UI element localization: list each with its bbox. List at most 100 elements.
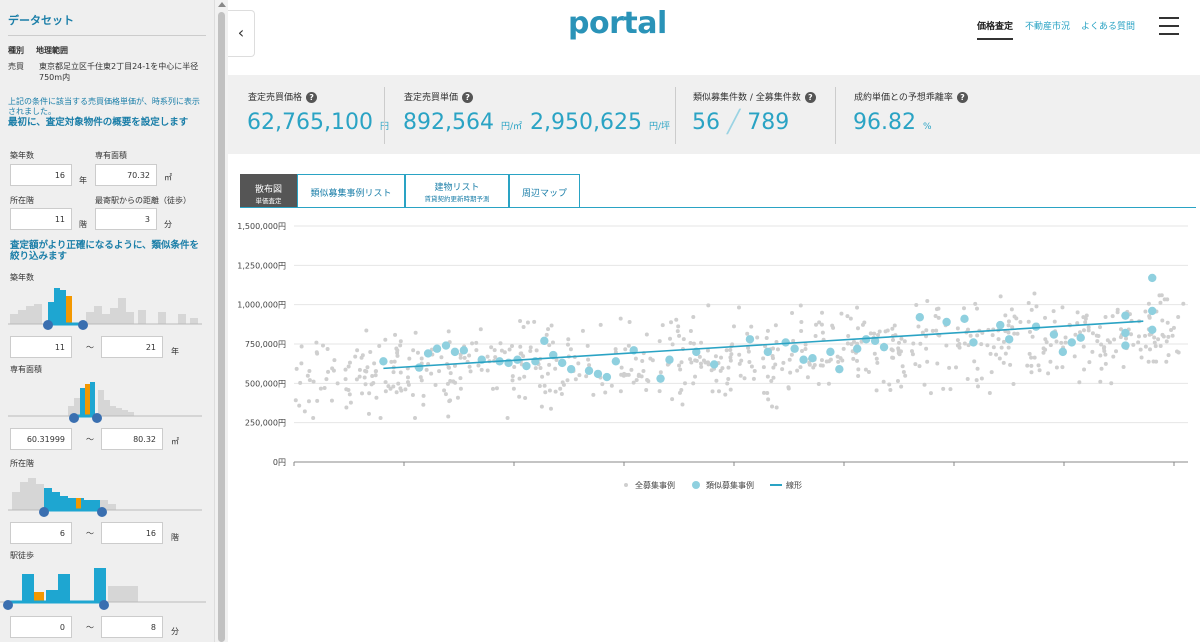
all-case-point [1160, 332, 1165, 337]
all-case-point [357, 374, 362, 379]
portal-logo[interactable]: portal [568, 6, 667, 41]
similar-case-point [835, 364, 844, 374]
scroll-up-arrow-icon[interactable] [218, 2, 226, 7]
nav-market[interactable]: 不動産市況 [1025, 22, 1071, 32]
nav-valuation[interactable]: 価格査定 [977, 19, 1014, 40]
all-case-point [544, 332, 549, 337]
all-case-point [786, 385, 791, 390]
all-case-point [841, 346, 846, 351]
all-case-point [1015, 331, 1020, 336]
area-min-input[interactable]: 60.31999 [10, 428, 72, 450]
all-case-point [820, 310, 825, 315]
all-case-point [419, 378, 424, 383]
all-case-point [600, 382, 605, 387]
area-input[interactable]: 70.32 [95, 164, 157, 186]
all-case-point [916, 324, 921, 329]
all-case-point [892, 323, 897, 328]
all-case-point [924, 346, 929, 351]
metric-tsubo-value: 2,950,625 円/坪 [530, 110, 671, 135]
all-case-point [307, 378, 312, 383]
all-case-point [366, 411, 371, 416]
nav-faq[interactable]: よくある質問 [1081, 22, 1136, 32]
all-case-point [299, 361, 304, 366]
age-histogram[interactable] [8, 284, 204, 332]
all-case-point [930, 328, 935, 333]
all-case-point [396, 381, 401, 386]
all-case-point [925, 359, 930, 364]
all-case-point [896, 346, 901, 351]
all-case-point [1027, 329, 1032, 334]
all-case-point [872, 331, 877, 336]
help-icon[interactable]: ? [804, 92, 816, 103]
walk-min-input[interactable]: 0 [10, 616, 72, 638]
all-case-point [492, 348, 497, 353]
sidebar-scrollbar[interactable] [214, 0, 228, 642]
y-tick-label: 1,500,000円 [237, 222, 286, 231]
age-input[interactable]: 16 [10, 164, 72, 186]
divider [384, 87, 385, 144]
metrics-bar: 査定売買価格? 62,765,100 円 査定売買単価? 892,564 円/㎡… [228, 75, 1200, 154]
tab-map[interactable]: 周辺マップ [509, 174, 580, 208]
tab-building-list[interactable]: 建物リスト 賃貸契約更新時期予測 [405, 174, 509, 208]
all-case-point [881, 379, 886, 384]
all-case-point [973, 301, 978, 306]
all-case-point [846, 334, 851, 339]
collapse-sidebar-button[interactable]: ‹ [228, 10, 255, 57]
all-case-point [478, 327, 483, 332]
all-case-point [987, 390, 992, 395]
tab-scatter[interactable]: 散布図 単価査定 [240, 174, 297, 208]
similar-case-point [799, 355, 808, 364]
all-case-point [1171, 325, 1176, 330]
all-case-point [1075, 321, 1080, 326]
walk-histogram[interactable] [0, 562, 206, 612]
help-icon[interactable]: ? [956, 92, 968, 103]
area-max-input[interactable]: 80.32 [101, 428, 163, 450]
all-case-point [394, 390, 399, 395]
tab-similar-list[interactable]: 類似募集事例リスト [297, 174, 405, 208]
floor-histogram[interactable] [8, 470, 204, 518]
floor-input[interactable]: 11 [10, 208, 72, 230]
all-case-point [343, 377, 348, 382]
all-case-point [1006, 345, 1011, 350]
all-case-point [525, 320, 530, 325]
all-case-point [1181, 301, 1186, 306]
all-case-point [451, 379, 456, 384]
all-case-point [955, 326, 960, 331]
age-min-input[interactable]: 11 [10, 336, 72, 358]
all-case-point [573, 377, 578, 382]
help-icon[interactable]: ? [306, 92, 318, 103]
similar-case-point [853, 344, 862, 353]
all-case-point [799, 328, 804, 333]
all-case-point [613, 347, 618, 352]
help-icon[interactable]: ? [462, 92, 474, 103]
hamburger-menu-icon[interactable] [1159, 17, 1179, 35]
all-case-point [558, 386, 563, 391]
floor-max-input[interactable]: 16 [101, 522, 163, 544]
all-case-point [771, 356, 776, 361]
all-case-point [746, 349, 751, 354]
area-histogram[interactable] [8, 376, 204, 424]
similar-case-point [656, 374, 665, 383]
floor-min-input[interactable]: 6 [10, 522, 72, 544]
all-case-point [755, 335, 760, 340]
all-case-point [713, 354, 718, 359]
all-case-point [377, 344, 382, 349]
all-case-point [335, 381, 340, 386]
walk-max-input[interactable]: 8 [101, 616, 163, 638]
scrollbar-thumb[interactable] [218, 12, 225, 642]
all-case-point [367, 391, 372, 396]
all-case-point [669, 320, 674, 325]
all-case-point [774, 340, 779, 345]
all-case-point [677, 363, 682, 368]
all-case-point [1090, 349, 1095, 354]
age-max-input[interactable]: 21 [101, 336, 163, 358]
all-case-point [641, 368, 646, 373]
all-case-point [1060, 365, 1065, 370]
all-case-point [1048, 359, 1053, 364]
all-case-point [996, 337, 1001, 342]
walk-tilde: 〜 [86, 623, 94, 632]
all-case-point [522, 374, 527, 379]
all-case-point [442, 388, 447, 393]
all-case-point [627, 319, 632, 324]
walk-input[interactable]: 3 [95, 208, 157, 230]
